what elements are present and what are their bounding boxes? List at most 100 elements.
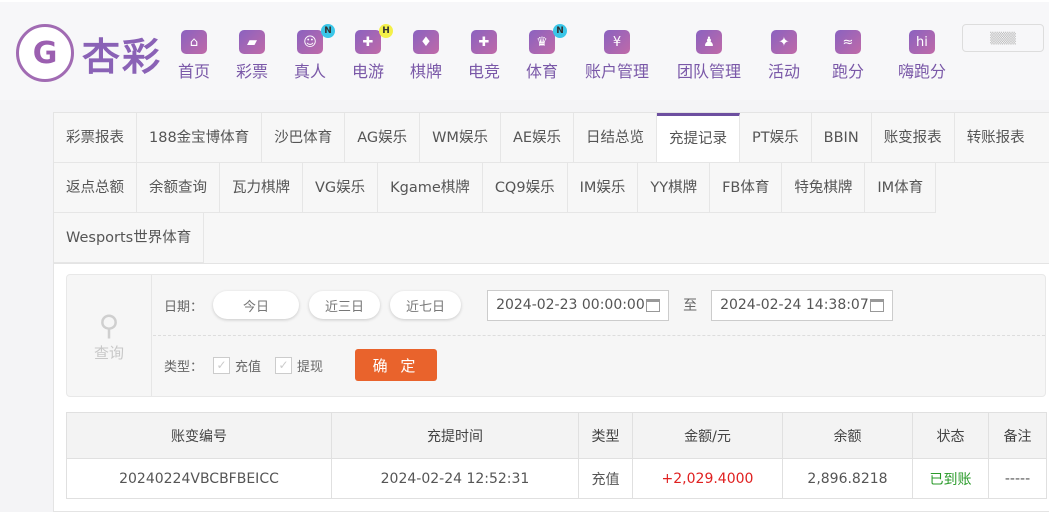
- type-label: 类型：: [164, 359, 204, 375]
- column-header: 账变编号: [66, 412, 332, 459]
- nav-item[interactable]: ♛ N 体育: [525, 24, 567, 82]
- tab[interactable]: 日结总览: [574, 113, 658, 163]
- tab[interactable]: 188金宝博体育: [137, 113, 263, 163]
- nav-item[interactable]: hi 嗨跑分: [898, 30, 946, 82]
- logo-text: 杏彩: [82, 34, 163, 79]
- tab[interactable]: IM娱乐: [567, 163, 639, 213]
- nav-item[interactable]: ▰ 彩票: [236, 30, 268, 82]
- nav-item[interactable]: ✚ 电竞: [468, 30, 500, 82]
- end-date-value: 2024-02-24 14:38:07: [720, 297, 869, 313]
- ticket-icon: ▰: [238, 30, 265, 54]
- nav-label: 嗨跑分: [897, 62, 947, 81]
- yen-coin-icon: ¥: [603, 30, 630, 54]
- report-tabs: 彩票报表 188金宝博体育 沙巴体育 AG娱乐 WM娱乐 AE娱乐 日结总览 充提记录 PT娱乐…: [54, 113, 1049, 264]
- today-button[interactable]: 今日: [213, 291, 300, 319]
- home-icon: ⌂: [180, 30, 207, 54]
- trophy-icon: ♛ N: [528, 24, 567, 54]
- tab[interactable]: AG娱乐: [345, 113, 421, 163]
- gift-icon: ✦: [770, 30, 797, 54]
- tab[interactable]: 特兔棋牌: [782, 163, 866, 213]
- table-cell: -----: [988, 458, 1047, 499]
- nav-item[interactable]: ¥ 账户管理: [585, 30, 649, 82]
- nav-label: 彩票: [235, 62, 269, 81]
- withdraw-checkbox[interactable]: ✓ 提现: [275, 356, 323, 375]
- tab[interactable]: 瓦力棋牌: [220, 163, 303, 213]
- tab[interactable]: WM娱乐: [420, 113, 501, 163]
- nav-badge: N: [552, 24, 567, 38]
- gamepad-icon: ✚ H: [354, 24, 393, 54]
- gamepad-icon: ✚: [470, 30, 497, 54]
- logo[interactable]: G 杏彩: [16, 24, 162, 82]
- tab[interactable]: YY棋牌: [638, 163, 711, 213]
- tab[interactable]: CQ9娱乐: [482, 163, 568, 213]
- tab[interactable]: BBIN: [811, 113, 872, 163]
- last-7-days-button[interactable]: 近七日: [390, 291, 462, 319]
- column-header: 充提时间: [331, 412, 579, 459]
- team-icon: ♟: [695, 30, 722, 54]
- report-panel: 彩票报表 188金宝博体育 沙巴体育 AG娱乐 WM娱乐 AE娱乐 日结总览 充提记录 PT娱乐…: [53, 112, 1049, 512]
- checkbox-check-icon[interactable]: ✓: [213, 356, 231, 374]
- nav-item[interactable]: ☺ N 真人: [293, 24, 335, 82]
- tab[interactable]: 返点总额: [54, 163, 137, 213]
- nav-label: 账户管理: [584, 62, 650, 81]
- nav-label: 真人: [293, 62, 327, 81]
- nav-item[interactable]: ≈ 跑分: [832, 30, 864, 82]
- confirm-button[interactable]: 确 定: [355, 349, 438, 381]
- deposit-checkbox[interactable]: ✓ 充值: [213, 356, 261, 375]
- calendar-icon[interactable]: [646, 298, 661, 312]
- table-cell: 充值: [578, 458, 633, 499]
- column-header: 余额: [782, 412, 913, 459]
- last-3-days-button[interactable]: 近三日: [309, 291, 381, 319]
- tab[interactable]: 账变报表: [871, 113, 955, 163]
- start-date-input[interactable]: 2024-02-23 00:00:00: [487, 289, 670, 321]
- nav-item[interactable]: ✦ 活动: [768, 30, 800, 82]
- nav-item[interactable]: ✚ H 电游: [351, 24, 393, 82]
- nav-label: 电竞: [467, 62, 501, 81]
- deposit-label: 充值: [235, 359, 262, 375]
- query-side-label: 查询: [93, 343, 124, 362]
- tab[interactable]: 余额查询: [137, 163, 220, 213]
- cards-icon: ♦: [412, 30, 439, 54]
- tab[interactable]: 沙巴体育: [262, 113, 346, 163]
- nav-label: 体育: [525, 62, 559, 81]
- end-date-input[interactable]: 2024-02-24 14:38:07: [711, 289, 894, 321]
- start-date-value: 2024-02-23 00:00:00: [496, 297, 645, 313]
- table-cell: 2,896.8218: [782, 458, 913, 499]
- column-header: 状态: [912, 412, 989, 459]
- tab[interactable]: FB体育: [710, 163, 783, 213]
- tab[interactable]: 充提记录: [657, 113, 741, 163]
- withdraw-label: 提现: [297, 359, 324, 375]
- nav-label: 电游: [351, 62, 385, 81]
- column-header: 金额/元: [632, 412, 783, 459]
- tab[interactable]: PT娱乐: [740, 113, 812, 163]
- woman-icon: ☺ N: [296, 24, 335, 54]
- hi-icon: hi: [908, 30, 935, 54]
- tab[interactable]: VG娱乐: [303, 163, 379, 213]
- table-cell: 已到账: [912, 458, 989, 499]
- tab[interactable]: Wesports世界体育: [54, 213, 205, 263]
- nav-item[interactable]: ♟ 团队管理: [677, 30, 741, 82]
- nav-label: 跑分: [831, 62, 865, 81]
- tab[interactable]: 转账报表: [954, 113, 1049, 163]
- table-cell: 20240224VBCBFBEICC: [66, 458, 332, 499]
- column-header: 备注: [988, 412, 1047, 459]
- nav-label: 团队管理: [676, 62, 742, 81]
- to-label: 至: [683, 298, 698, 314]
- search-icon: ⚲: [98, 308, 120, 342]
- header: G 杏彩 ⌂ 首页 ▰ 彩票 ☺ N 真人 ✚ H 电游 ♦ 棋牌 ✚ 电竞 ♛ N 体育 ¥ 账户管理 ♟ 团队管理 ✦…: [0, 0, 1049, 100]
- nav-label: 活动: [767, 62, 801, 81]
- tab[interactable]: AE娱乐: [500, 113, 575, 163]
- nav-item[interactable]: ♦ 棋牌: [410, 30, 442, 82]
- calendar-icon[interactable]: [870, 298, 885, 312]
- tab[interactable]: 彩票报表: [54, 113, 137, 163]
- nav-label: 棋牌: [409, 62, 443, 81]
- query-box: ⚲ 查询 日期： 今日 近三日 近七日 2024-02-23 00:00:00 …: [66, 274, 1046, 397]
- column-header: 类型: [578, 412, 633, 459]
- checkbox-check-icon[interactable]: ✓: [275, 356, 293, 374]
- tab[interactable]: Kgame棋牌: [378, 163, 483, 213]
- tab[interactable]: IM体育: [865, 163, 937, 213]
- table-row: 20240224VBCBFBEICC 2024-02-24 12:52:31 充值 +…: [66, 458, 1047, 499]
- nav-item[interactable]: ⌂ 首页: [178, 30, 210, 82]
- nav-badge: H: [378, 24, 393, 38]
- divider: [153, 335, 1045, 336]
